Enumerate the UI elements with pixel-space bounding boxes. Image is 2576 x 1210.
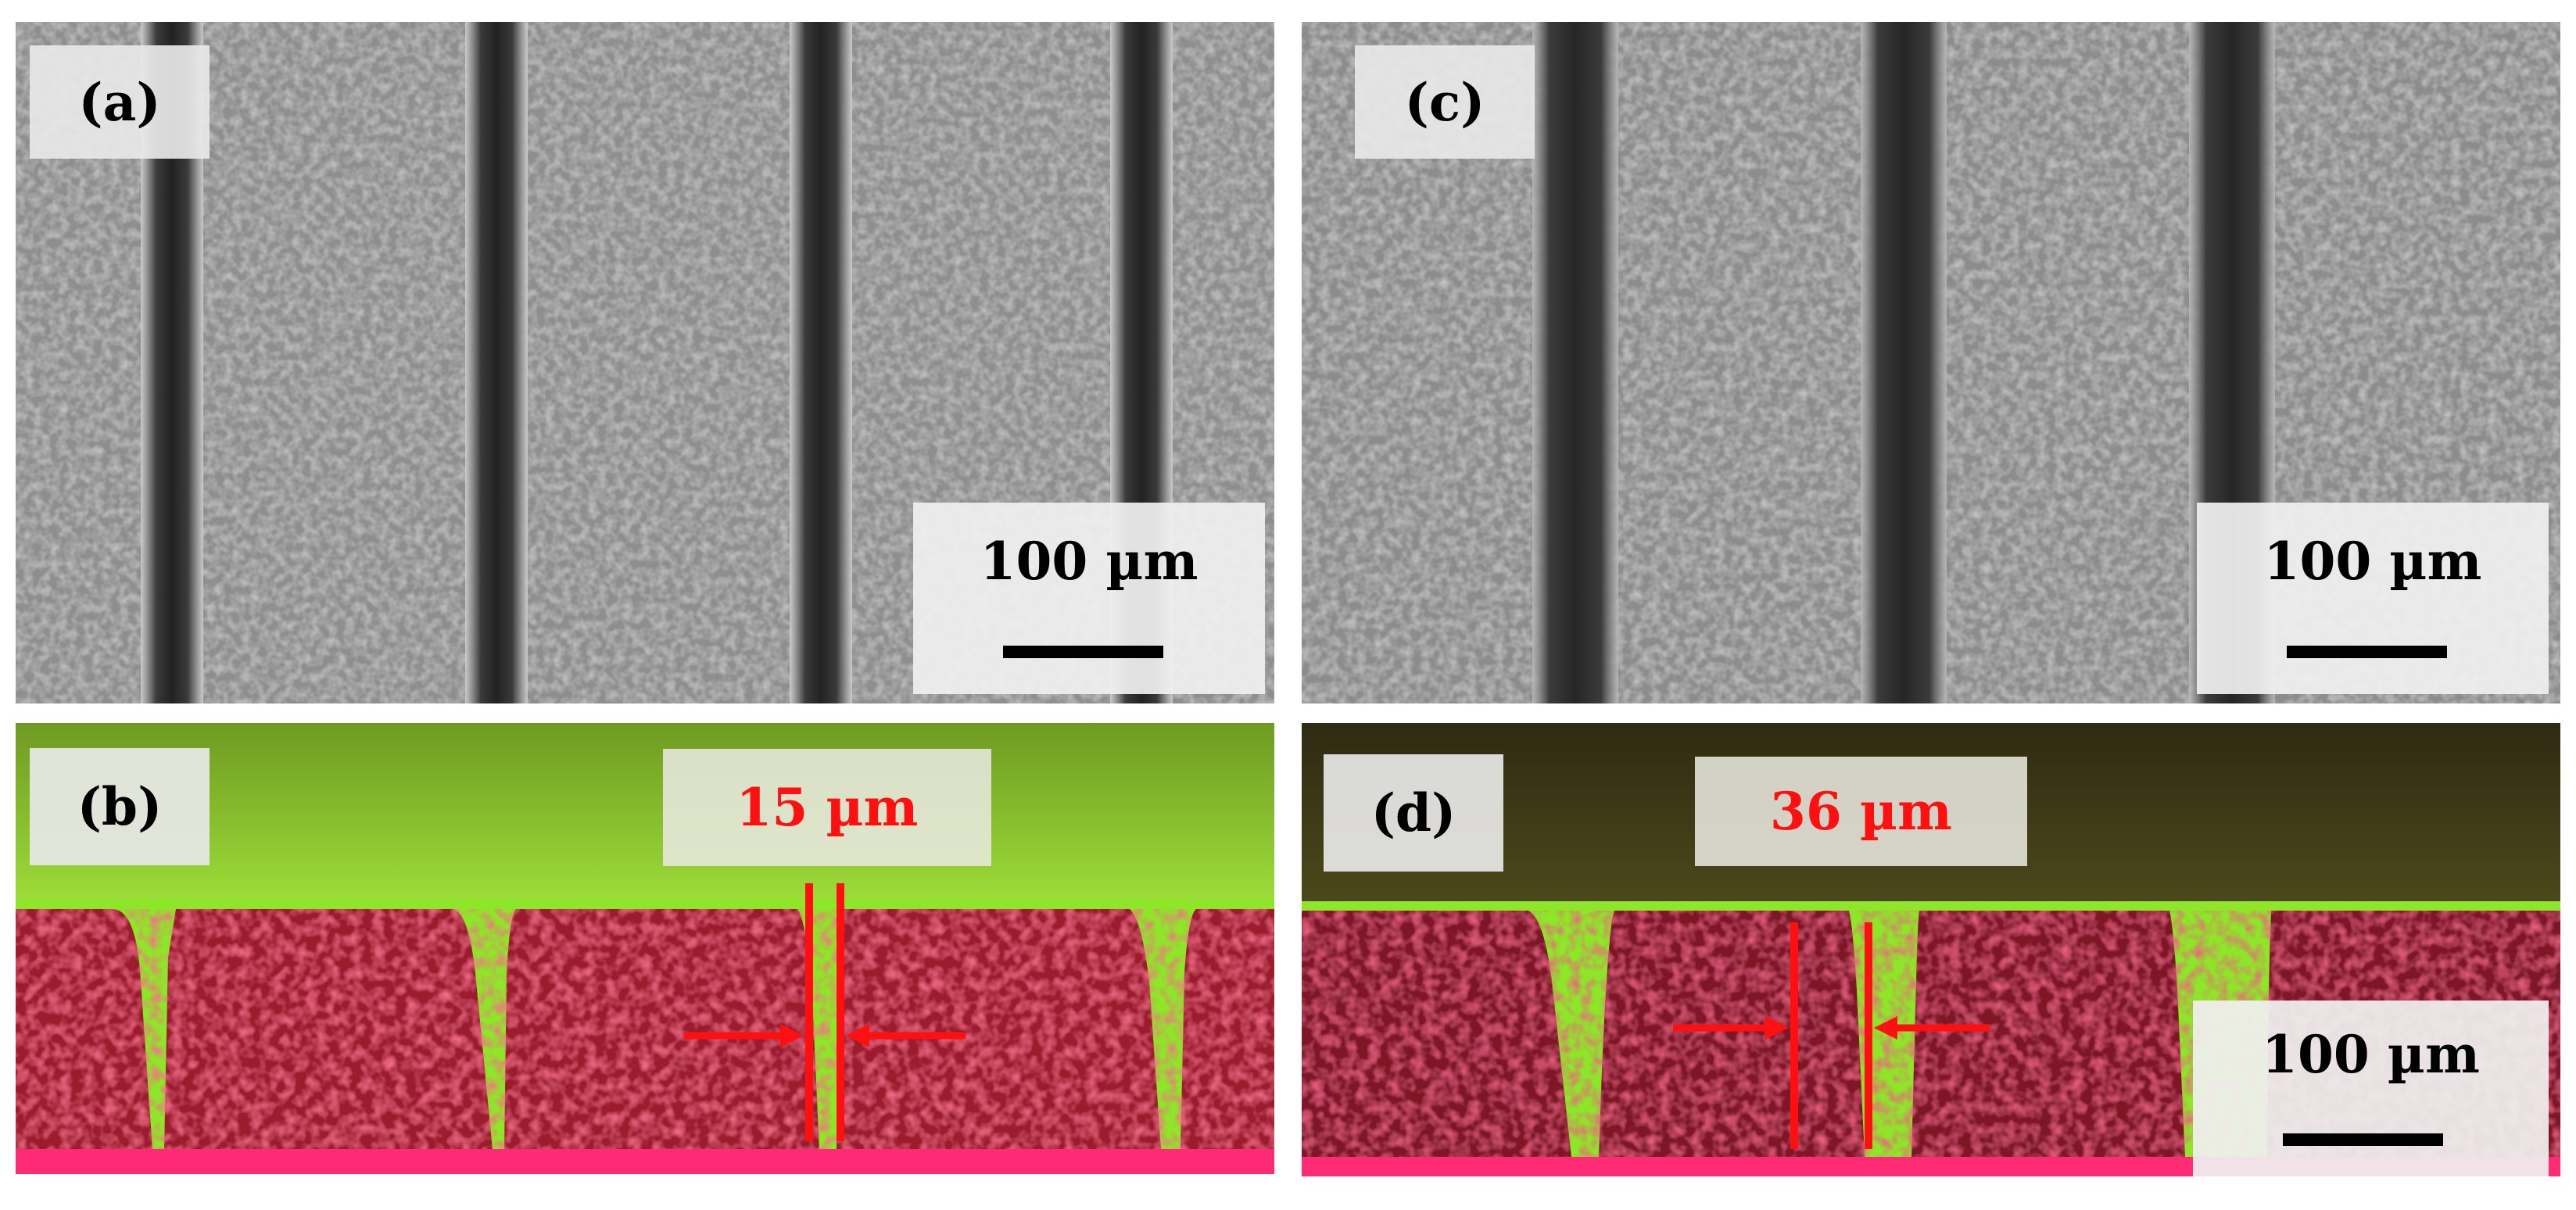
scale-bar-c [2287, 646, 2447, 658]
sem-image-panel-a: (a) 100 µm [16, 22, 1274, 703]
panel-label-a: (a) [30, 45, 210, 159]
scale-bar-label-d: 100 µm [2262, 1024, 2480, 1085]
fluorescence-image-panel-b: (b) 15 µm [16, 723, 1274, 1188]
measurement-box-b: 15 µm [663, 749, 991, 866]
scale-bar-d [2283, 1133, 2443, 1146]
scale-bar-box-d: 100 µm [2193, 1001, 2549, 1176]
measurement-box-d: 36 µm [1695, 757, 2027, 866]
fluorescence-image-panel-d: (d) 36 µm 100 µm [1302, 723, 2560, 1188]
sem-image-panel-c: (c) 100 µm [1302, 22, 2560, 703]
panel-label-b: (b) [30, 748, 210, 865]
scale-bar-box-a: 100 µm [913, 503, 1265, 694]
scale-bar-box-c: 100 µm [2197, 503, 2549, 694]
fluorescence-image-b [16, 723, 1274, 1188]
panel-label-b-text: (b) [77, 776, 163, 837]
panel-label-c-text: (c) [1404, 71, 1485, 133]
panel-label-d-text: (d) [1370, 782, 1456, 843]
panel-label-c: (c) [1355, 45, 1535, 159]
scale-bar-label-c: 100 µm [2263, 531, 2482, 592]
panel-label-a-text: (a) [78, 71, 161, 133]
scale-bar-a [1003, 646, 1163, 658]
measurement-label-d: 36 µm [1770, 781, 1952, 842]
measurement-label-b: 15 µm [736, 777, 919, 838]
panel-label-d: (d) [1324, 754, 1503, 872]
scale-bar-label-a: 100 µm [980, 531, 1198, 592]
